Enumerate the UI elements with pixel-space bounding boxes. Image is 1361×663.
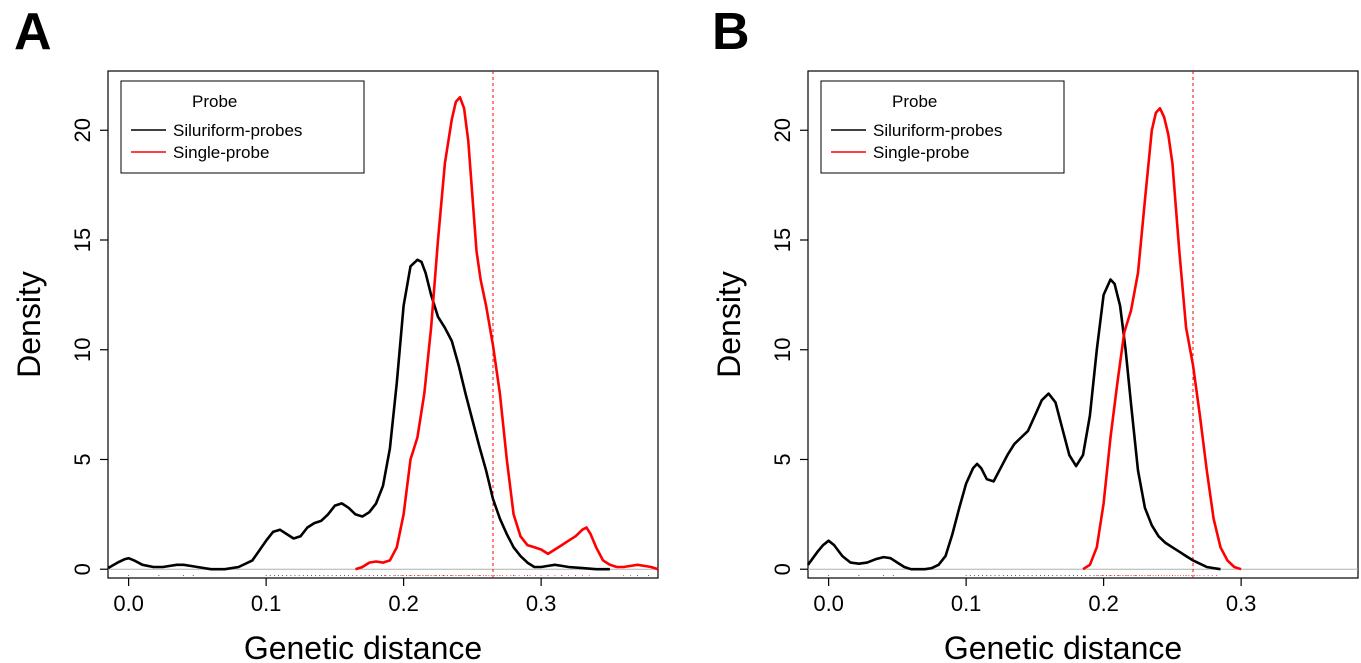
- legend-label: Single-probe: [873, 143, 969, 162]
- y-tick-label: 0: [770, 563, 795, 575]
- y-tick-label: 0: [70, 563, 95, 575]
- y-tick-label: 10: [770, 337, 795, 361]
- y-tick-label: 15: [70, 228, 95, 252]
- panel-b: 0.0 0.1 0.2 0.3 0 5 10 15 20 Genetic distance Dens…: [711, 71, 1358, 663]
- x-tick-label: 0.3: [526, 591, 557, 616]
- x-tick-label: 0.0: [113, 591, 144, 616]
- series-line-single-probe: [1083, 108, 1241, 569]
- y-tick-label: 20: [770, 118, 795, 142]
- y-tick-label: 5: [70, 453, 95, 465]
- y-axis-label: Density: [711, 271, 747, 378]
- y-tick-label: 15: [770, 228, 795, 252]
- legend-title: Probe: [192, 92, 237, 111]
- x-tick-label: 0.1: [251, 591, 282, 616]
- x-tick-label: 0.0: [813, 591, 844, 616]
- legend-label: Siluriform-probes: [873, 121, 1002, 140]
- y-tick-label: 5: [770, 453, 795, 465]
- series-line-siluriform-probes: [108, 260, 610, 569]
- legend-label: Siluriform-probes: [173, 121, 302, 140]
- legend-label: Single-probe: [173, 143, 269, 162]
- x-axis-label: Genetic distance: [944, 630, 1182, 663]
- x-tick-label: 0.2: [1088, 591, 1119, 616]
- x-tick-label: 0.1: [951, 591, 982, 616]
- x-axis-label: Genetic distance: [244, 630, 482, 663]
- y-axis-label: Density: [11, 271, 47, 378]
- x-tick-label: 0.3: [1226, 591, 1257, 616]
- y-tick-label: 20: [70, 118, 95, 142]
- panel-a: 0.0 0.1 0.2 0.3 0 5 10 15 20 Genetic distance Dens…: [11, 71, 658, 663]
- y-tick-label: 10: [70, 337, 95, 361]
- series-line-siluriform-probes: [808, 280, 1221, 570]
- legend-title: Probe: [892, 92, 937, 111]
- x-tick-label: 0.2: [388, 591, 419, 616]
